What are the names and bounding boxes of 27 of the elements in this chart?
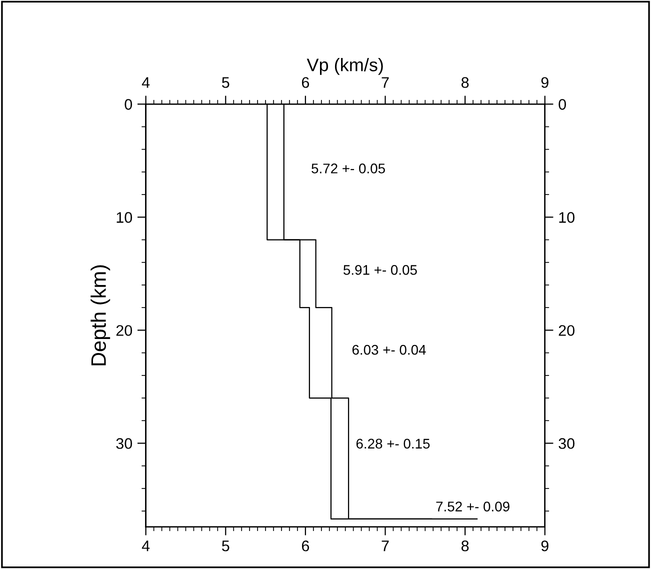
y2-tick-label: 30	[558, 438, 574, 449]
x2-tick-label: 4	[142, 77, 150, 88]
y-tick-label: 0	[124, 98, 132, 110]
x2-tick-label: 8	[461, 77, 469, 88]
y2-tick-label: 0	[558, 98, 566, 110]
annotation: 5.91 +- 0.05	[344, 265, 417, 275]
x-tick-label: 9	[541, 540, 548, 552]
x-tick-label: 4	[142, 540, 150, 552]
annotation: 6.28 +- 0.15	[356, 438, 430, 449]
annotation: 6.03 +- 0.04	[352, 344, 426, 355]
y2-tick-label: 10	[559, 212, 574, 223]
x2-tick-label: 5	[222, 77, 230, 88]
x-tick-label: 8	[461, 540, 469, 552]
y-tick-label: 30	[116, 438, 132, 449]
y-tick-label: 20	[116, 325, 132, 336]
annotation: 7.52 +- 0.09	[436, 502, 510, 512]
x-tick-label: 6	[302, 540, 310, 552]
x-axis-title: Vp (km/s)	[306, 58, 383, 75]
x-tick-label: 7	[382, 540, 389, 552]
x2-tick-label: 6	[302, 77, 310, 88]
y-axis-title: Depth (km)	[90, 265, 110, 366]
y2-tick-label: 20	[558, 325, 574, 336]
x2-tick-label: 7	[382, 77, 389, 88]
annotation: 5.72 +- 0.05	[312, 164, 385, 174]
y-tick-label: 10	[116, 212, 132, 223]
x2-tick-label: 9	[541, 77, 548, 88]
x-tick-label: 5	[222, 540, 230, 552]
